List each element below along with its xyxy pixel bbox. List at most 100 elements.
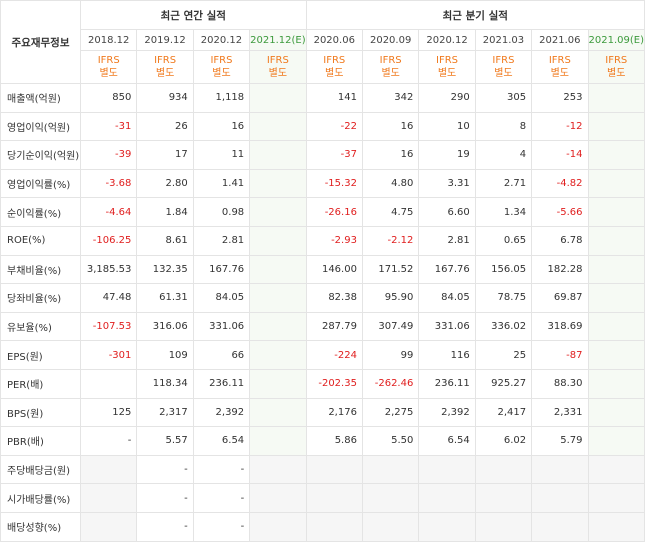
- value-cell: -: [192, 454, 251, 485]
- accounting-standard-cell: IFRS 별도: [418, 50, 476, 84]
- table-row: 영업이익률(%) -3.68 2.80 1.41 -15.32 4.80 3.31 2.71-…: [0, 168, 646, 199]
- value-cell: 182.28: [531, 254, 589, 285]
- separate-label: 별도: [381, 68, 400, 79]
- value-cell: 934: [136, 83, 194, 113]
- value-cell: 2,417: [474, 397, 533, 428]
- value-cell: [79, 483, 138, 513]
- value-cell: 6.54: [192, 426, 251, 456]
- value-cell: 82.38: [305, 283, 363, 313]
- value-cell: 290: [418, 83, 476, 113]
- value-cell: [587, 168, 646, 199]
- value-cell: -4.64: [79, 197, 138, 227]
- table-row: ROE(%) -106.25 8.61 2.81 -2.93 -2.12 2.81 0.65 6…: [0, 225, 646, 256]
- accounting-standard-cell: IFRS 별도: [531, 50, 589, 84]
- value-cell: 8: [474, 111, 533, 142]
- value-cell: -107.53: [79, 311, 138, 342]
- row-label: PBR(배): [0, 426, 81, 456]
- row-label: 영업이익(억원): [0, 111, 81, 142]
- accounting-standard-cell: IFRS 별도: [305, 50, 363, 84]
- value-cell: 2,392: [192, 397, 251, 428]
- value-cell: -26.16: [305, 197, 363, 227]
- value-cell: 0.65: [474, 225, 533, 256]
- quarter-group-header: 최근 분기 실적: [305, 0, 646, 30]
- period-header: 2020.12: [192, 29, 251, 51]
- value-cell: 8.61: [136, 225, 194, 256]
- value-cell: 2.80: [136, 168, 194, 199]
- table-row: 당기순이익(억원) -39 17 11 -37 16 19 4 -14: [0, 140, 646, 170]
- separate-label: 별도: [155, 68, 175, 79]
- value-cell: [249, 111, 307, 142]
- period-header: 2018.12: [79, 29, 138, 51]
- row-label: PER(배): [0, 368, 81, 399]
- period-header-estimate: 2021.09(E): [587, 29, 646, 51]
- accounting-standard-cell: IFRS 별도: [587, 50, 646, 84]
- value-cell: 253: [531, 83, 589, 113]
- separate-label: 별도: [550, 68, 570, 79]
- value-cell: 2,176: [305, 397, 363, 428]
- value-cell: -14: [531, 140, 589, 170]
- value-cell: 1,118: [192, 83, 251, 113]
- row-label: 당좌비율(%): [0, 283, 81, 313]
- value-cell: [361, 483, 420, 513]
- value-cell: 141: [305, 83, 363, 113]
- value-cell: 16: [192, 111, 251, 142]
- table-row: 매출액(억원) 850 934 1,118 141 342 290 305 253: [0, 83, 646, 113]
- ifrs-label: IFRS: [210, 55, 233, 66]
- value-cell: 2,275: [361, 397, 420, 428]
- value-cell: 61.31: [136, 283, 194, 313]
- value-cell: -106.25: [79, 225, 138, 256]
- separate-label: 별도: [494, 68, 513, 79]
- ifrs-label: IFRS: [548, 55, 571, 66]
- value-cell: [531, 454, 589, 485]
- value-cell: 99: [361, 340, 420, 370]
- value-cell: [249, 168, 307, 199]
- value-cell: 925.27: [474, 368, 533, 399]
- period-header-estimate: 2021.12(E): [249, 29, 307, 51]
- accounting-standard-cell: IFRS 별도: [361, 50, 420, 84]
- value-cell: 116: [418, 340, 476, 370]
- period-header: 2020.12: [418, 29, 476, 51]
- period-header: 2020.06: [305, 29, 363, 51]
- value-cell: 342: [361, 83, 420, 113]
- value-cell: 316.06: [136, 311, 194, 342]
- value-cell: 84.05: [418, 283, 476, 313]
- value-cell: -2.93: [305, 225, 363, 256]
- value-cell: -87: [531, 340, 589, 370]
- value-cell: -31: [79, 111, 138, 142]
- value-cell: 236.11: [192, 368, 251, 399]
- value-cell: [249, 368, 307, 399]
- value-cell: -262.46: [361, 368, 420, 399]
- value-cell: [587, 111, 646, 142]
- table-row: 영업이익(억원) -31 26 16 -22 16 10 8 -12: [0, 111, 646, 142]
- value-cell: [249, 225, 307, 256]
- row-label: EPS(원): [0, 340, 81, 370]
- row-label: 매출액(억원): [0, 83, 81, 113]
- row-label: 유보율(%): [0, 311, 81, 342]
- value-cell: 4: [474, 140, 533, 170]
- value-cell: 2.81: [192, 225, 251, 256]
- value-cell: [587, 397, 646, 428]
- table-row: 유보율(%) -107.53 316.06 331.06 287.79 307.49 331…: [0, 311, 646, 342]
- value-cell: 6.60: [418, 197, 476, 227]
- separate-label: 별도: [99, 68, 118, 79]
- value-cell: [418, 454, 476, 485]
- value-cell: 6.02: [474, 426, 533, 456]
- table-row: 부채비율(%) 3,185.53 132.35 167.76 146.00 171.52 1…: [0, 254, 646, 285]
- ifrs-label: IFRS: [379, 55, 402, 66]
- value-cell: -4.82: [531, 168, 589, 199]
- value-cell: 6.54: [418, 426, 476, 456]
- value-cell: 850: [79, 83, 138, 113]
- accounting-standard-cell: IFRS 별도: [474, 50, 533, 84]
- value-cell: [587, 340, 646, 370]
- value-cell: 1.34: [474, 197, 533, 227]
- value-cell: 146.00: [305, 254, 363, 285]
- value-cell: 2,317: [136, 397, 194, 428]
- value-cell: [249, 397, 307, 428]
- period-header: 2020.09: [361, 29, 420, 51]
- value-cell: [79, 368, 138, 399]
- value-cell: -37: [305, 140, 363, 170]
- table-row: BPS(원) 125 2,317 2,392 2,176 2,275 2,392 2,417 2…: [0, 397, 646, 428]
- value-cell: [587, 368, 646, 399]
- value-cell: [587, 83, 646, 113]
